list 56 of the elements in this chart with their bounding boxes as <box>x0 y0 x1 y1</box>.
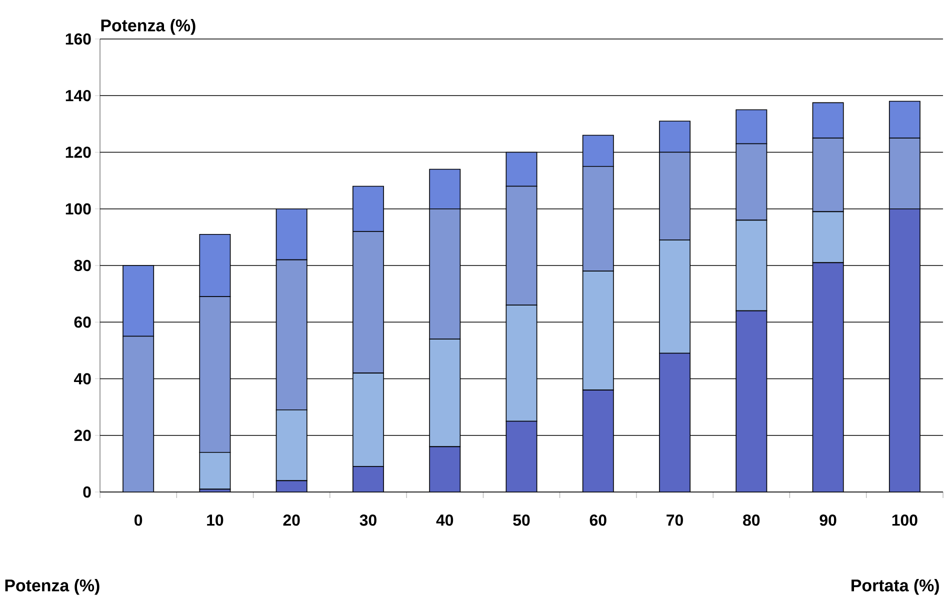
bar <box>506 304 538 422</box>
x-tick-label: 0 <box>134 514 142 526</box>
y-tick-label: 0 <box>83 486 91 498</box>
bar <box>352 186 384 232</box>
x-tick-label: 10 <box>207 514 224 526</box>
y-tick-label: 60 <box>74 316 91 328</box>
bar <box>888 208 920 492</box>
bar <box>429 338 461 448</box>
bar <box>122 336 154 492</box>
x-axis-title: Portata (%) <box>852 579 939 595</box>
bar <box>276 208 308 260</box>
y-tick-label: 40 <box>74 373 91 384</box>
y-tick-label: 20 <box>74 430 91 442</box>
bar <box>429 446 461 492</box>
bar <box>199 234 231 298</box>
bar <box>582 166 614 272</box>
bar <box>506 420 538 492</box>
y-axis-title: Potenza (%) <box>101 19 196 35</box>
x-tick-label: 30 <box>360 514 376 526</box>
x-tick-label: 50 <box>513 514 530 526</box>
bar <box>352 466 384 492</box>
bar <box>276 409 308 482</box>
y-tick-label: 80 <box>74 260 91 272</box>
y-tick-label: 160 <box>66 33 91 45</box>
x-tick-label: 70 <box>666 514 683 526</box>
bar <box>506 152 538 187</box>
bar <box>812 211 844 264</box>
bar <box>429 208 461 340</box>
bar <box>736 310 768 492</box>
bar <box>429 168 461 210</box>
bar <box>506 186 538 306</box>
bar <box>812 262 844 492</box>
bar <box>352 372 384 467</box>
bar <box>582 270 614 390</box>
bar <box>888 138 920 210</box>
bar <box>659 240 691 354</box>
y-tick-label: 100 <box>66 203 91 215</box>
bar <box>199 296 231 453</box>
bar <box>582 390 614 492</box>
bar <box>736 143 768 221</box>
bar <box>736 220 768 312</box>
y-tick-label: 120 <box>66 146 91 158</box>
bar <box>812 138 844 212</box>
bar <box>276 480 307 492</box>
bar <box>659 352 691 492</box>
text: Potenza (%) <box>5 579 100 595</box>
x-tick-label: 90 <box>820 514 836 526</box>
x-tick-label: 100 <box>892 514 918 526</box>
x-tick-label: 80 <box>743 514 760 526</box>
bar <box>352 231 384 374</box>
bar <box>659 152 691 240</box>
bar <box>276 259 308 410</box>
y-tick-label: 140 <box>66 90 91 102</box>
x-tick-label: 60 <box>590 514 606 526</box>
x-tick-label: 40 <box>436 514 454 526</box>
x-tick-label: 20 <box>283 514 300 526</box>
